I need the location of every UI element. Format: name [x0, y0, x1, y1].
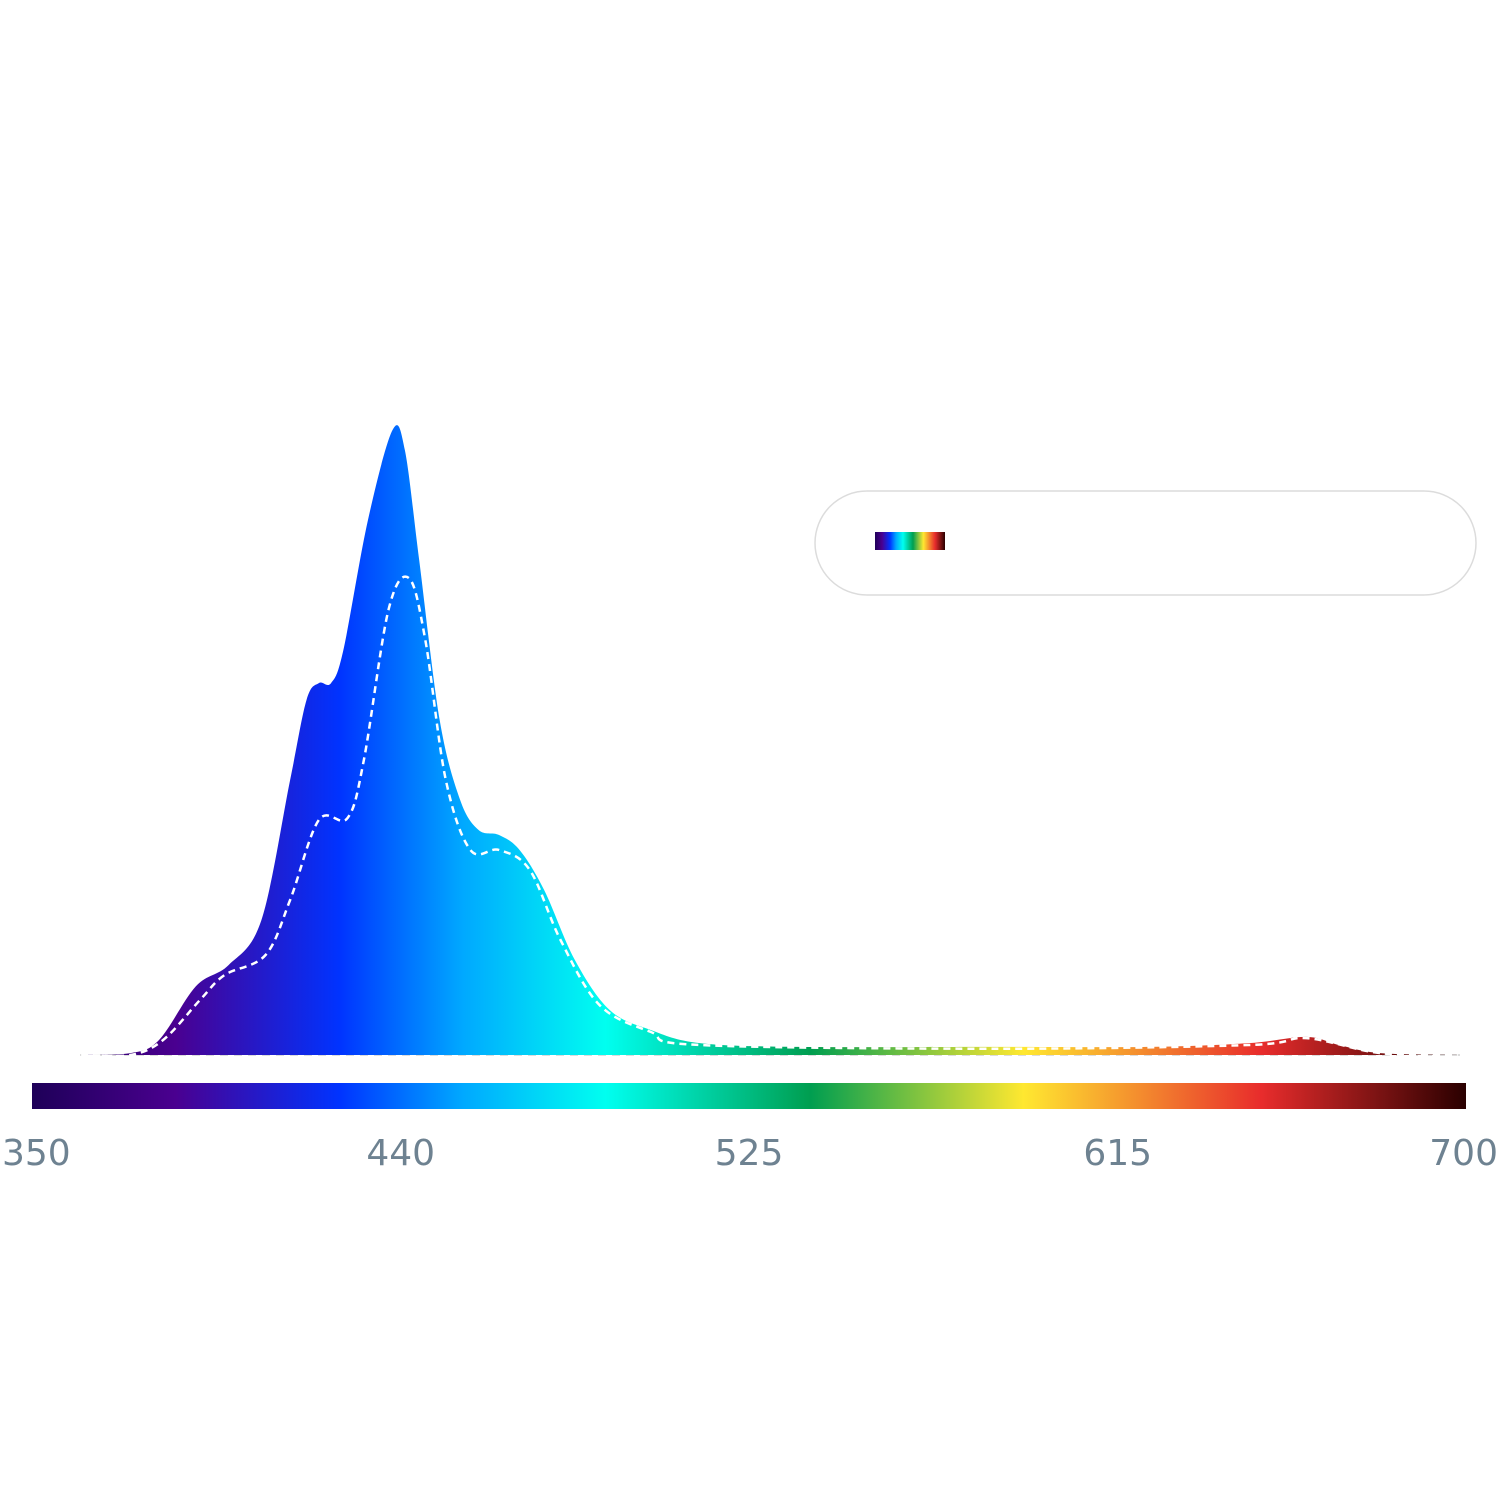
- colorbar: [32, 1083, 1466, 1109]
- legend-box: [814, 490, 1477, 596]
- x-tick-label: 700: [1429, 1133, 1498, 1174]
- x-tick-label: 525: [715, 1133, 784, 1174]
- x-tick-label: 615: [1083, 1133, 1152, 1174]
- legend-swatch: [875, 532, 945, 550]
- reference-dashed-line: [81, 575, 1458, 1058]
- x-tick-label: 350: [2, 1133, 71, 1174]
- x-tick-label: 440: [366, 1133, 435, 1174]
- spectrum-area: [81, 425, 1458, 1055]
